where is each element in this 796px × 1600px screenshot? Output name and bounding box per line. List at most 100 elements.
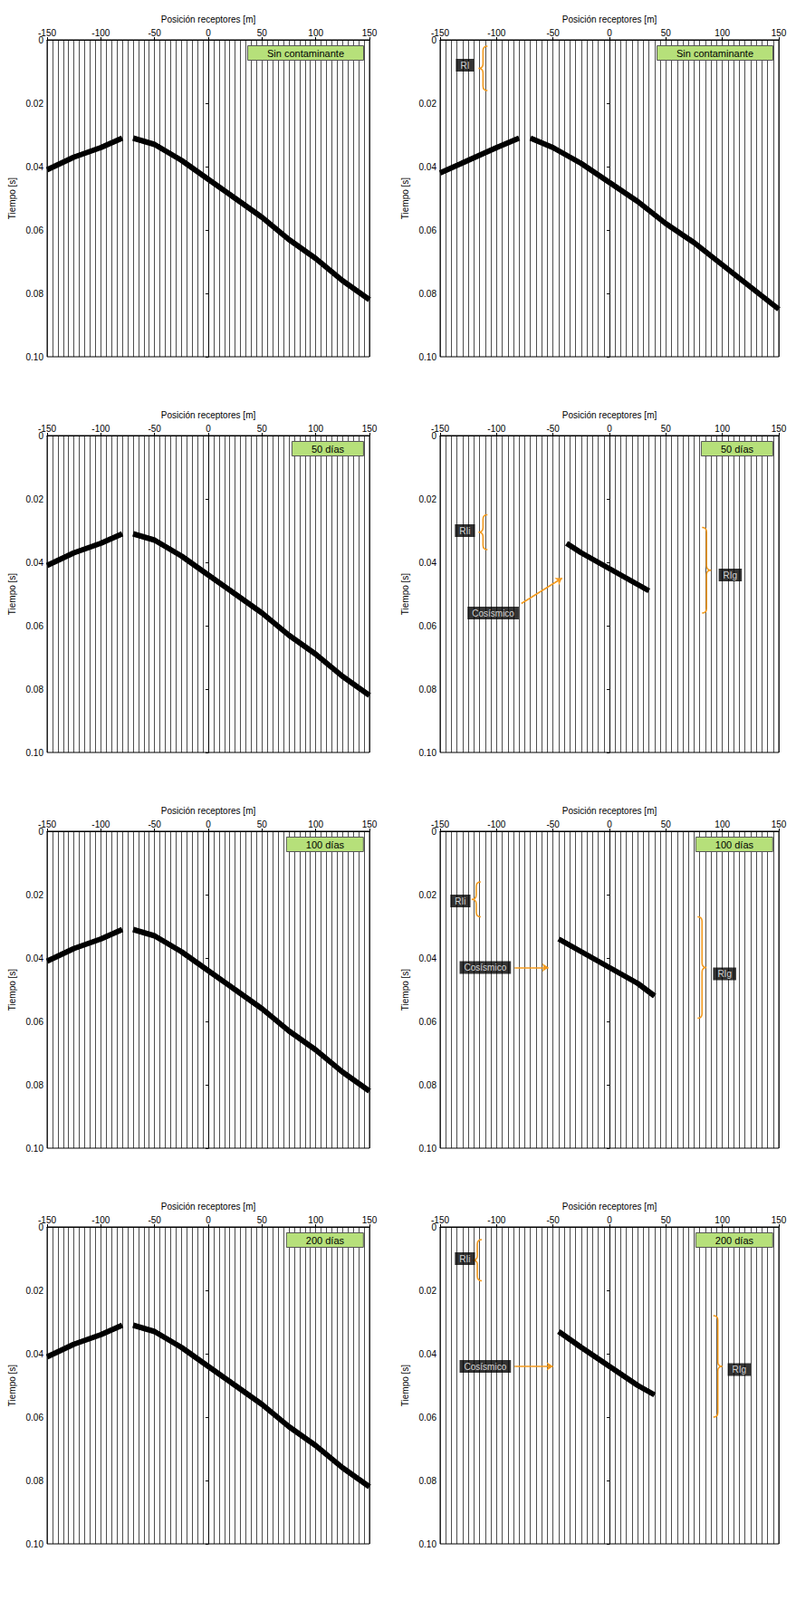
svg-text:0.06: 0.06 [419, 1016, 438, 1027]
svg-text:0.10: 0.10 [26, 748, 45, 758]
svg-text:200 días: 200 días [715, 1235, 755, 1247]
svg-text:Posición receptores [m]: Posición receptores [m] [161, 14, 257, 25]
svg-text:50: 50 [661, 423, 672, 434]
svg-text:-100: -100 [91, 819, 110, 830]
svg-text:Posición receptores [m]: Posición receptores [m] [562, 410, 658, 421]
svg-text:150: 150 [362, 1215, 378, 1226]
svg-text:150: 150 [362, 819, 378, 830]
svg-text:0.10: 0.10 [419, 748, 438, 758]
svg-text:Cosísmico: Cosísmico [464, 962, 508, 973]
svg-text:0.04: 0.04 [419, 162, 438, 173]
svg-text:0.06: 0.06 [419, 225, 438, 236]
svg-text:0.08: 0.08 [419, 684, 438, 695]
svg-text:RIi: RIi [454, 896, 466, 907]
svg-text:0.06: 0.06 [26, 1016, 45, 1027]
svg-text:Posición receptores [m]: Posición receptores [m] [562, 1201, 658, 1212]
svg-text:Tiempo [s]: Tiempo [s] [7, 1364, 18, 1408]
svg-text:150: 150 [362, 423, 378, 434]
svg-text:0.04: 0.04 [419, 953, 438, 964]
svg-text:Sin contaminante: Sin contaminante [676, 47, 754, 59]
svg-text:0.08: 0.08 [419, 1080, 438, 1091]
svg-text:0.02: 0.02 [26, 494, 45, 505]
svg-text:0.10: 0.10 [26, 352, 45, 363]
svg-text:50 días: 50 días [311, 443, 346, 455]
svg-text:200 días: 200 días [306, 1235, 346, 1247]
svg-text:150: 150 [362, 28, 378, 39]
svg-text:Posición receptores [m]: Posición receptores [m] [161, 805, 257, 816]
svg-text:0.02: 0.02 [419, 1285, 438, 1296]
svg-text:Tiempo [s]: Tiempo [s] [400, 573, 411, 616]
svg-text:RIi: RIi [459, 526, 470, 537]
svg-text:150: 150 [771, 819, 787, 830]
svg-text:0.08: 0.08 [419, 288, 438, 299]
svg-text:50: 50 [257, 819, 269, 830]
svg-text:0.10: 0.10 [26, 1539, 45, 1550]
svg-text:50: 50 [661, 819, 672, 830]
svg-text:0.10: 0.10 [419, 1143, 438, 1154]
svg-text:100 días: 100 días [306, 839, 346, 851]
svg-text:0: 0 [606, 1215, 613, 1226]
svg-text:50: 50 [257, 1215, 269, 1226]
svg-text:50: 50 [257, 28, 269, 39]
svg-text:-150: -150 [431, 819, 450, 830]
svg-text:100: 100 [714, 1215, 730, 1226]
svg-text:0.02: 0.02 [419, 98, 438, 109]
svg-text:0.04: 0.04 [26, 162, 45, 173]
svg-text:-100: -100 [487, 28, 506, 39]
svg-text:0.08: 0.08 [26, 288, 45, 299]
svg-text:Cosísmico: Cosísmico [464, 1361, 508, 1372]
svg-text:-100: -100 [487, 819, 506, 830]
svg-text:0: 0 [606, 28, 613, 39]
svg-text:-150: -150 [38, 819, 57, 830]
svg-text:-50: -50 [546, 819, 560, 830]
svg-text:0.04: 0.04 [26, 1349, 45, 1360]
svg-text:-100: -100 [487, 1215, 506, 1226]
svg-text:-100: -100 [91, 1215, 110, 1226]
svg-text:RIg: RIg [723, 570, 739, 581]
svg-text:0.10: 0.10 [26, 1143, 45, 1154]
svg-text:-150: -150 [38, 423, 57, 434]
svg-text:0.10: 0.10 [419, 1539, 438, 1550]
svg-text:50: 50 [661, 28, 672, 39]
svg-text:RI: RI [460, 60, 470, 71]
svg-text:100 días: 100 días [715, 839, 755, 851]
svg-text:-150: -150 [38, 1215, 57, 1226]
svg-text:Tiempo [s]: Tiempo [s] [400, 968, 411, 1012]
svg-text:Tiempo [s]: Tiempo [s] [400, 177, 411, 221]
svg-text:RIg: RIg [732, 1364, 748, 1375]
svg-text:Tiempo [s]: Tiempo [s] [7, 177, 18, 221]
svg-text:-150: -150 [431, 28, 450, 39]
svg-text:-50: -50 [546, 1215, 560, 1226]
svg-text:Tiempo [s]: Tiempo [s] [7, 573, 18, 616]
svg-text:50: 50 [661, 1215, 672, 1226]
svg-text:0: 0 [606, 819, 613, 830]
svg-text:RIg: RIg [717, 968, 732, 979]
svg-text:-100: -100 [487, 423, 506, 434]
svg-text:Posición receptores [m]: Posición receptores [m] [562, 805, 658, 816]
svg-text:0.04: 0.04 [26, 953, 45, 964]
svg-text:-50: -50 [147, 28, 162, 39]
svg-text:100: 100 [307, 819, 324, 830]
svg-text:150: 150 [771, 1215, 787, 1226]
svg-text:0.02: 0.02 [26, 890, 45, 901]
svg-text:100: 100 [714, 819, 730, 830]
svg-text:100: 100 [714, 423, 730, 434]
svg-text:0.08: 0.08 [419, 1476, 438, 1487]
svg-text:-100: -100 [91, 28, 110, 39]
svg-text:-50: -50 [147, 423, 162, 434]
svg-text:0.04: 0.04 [419, 557, 438, 568]
svg-text:-150: -150 [431, 1215, 450, 1226]
svg-text:0.04: 0.04 [419, 1349, 438, 1360]
svg-text:0.08: 0.08 [26, 1476, 45, 1487]
svg-text:0.02: 0.02 [419, 494, 438, 505]
svg-text:0: 0 [205, 28, 211, 39]
svg-text:-50: -50 [546, 423, 560, 434]
svg-text:Posición receptores [m]: Posición receptores [m] [161, 410, 257, 421]
svg-text:0: 0 [205, 423, 211, 434]
svg-text:RIi: RIi [459, 1254, 470, 1265]
svg-text:-50: -50 [546, 28, 560, 39]
svg-text:0.10: 0.10 [419, 352, 438, 363]
svg-text:150: 150 [771, 28, 787, 39]
svg-text:Posición receptores [m]: Posición receptores [m] [562, 14, 658, 25]
svg-text:100: 100 [307, 28, 324, 39]
